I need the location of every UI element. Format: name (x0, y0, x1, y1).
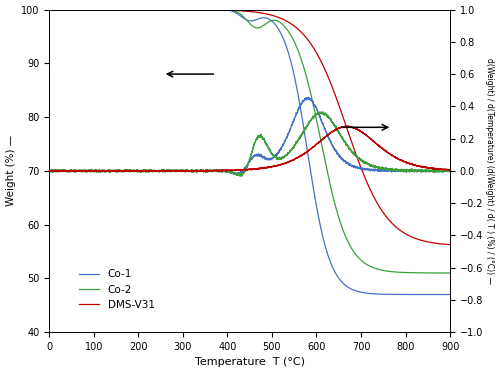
Co-1 (116, 7, 121, 12)
DMS-V31 (439, 242, 445, 246)
Co-2 (116, 7, 121, 12)
Co-2 (46, 7, 52, 12)
Legend: Co-1, Co-2, DMS-V31: Co-1, Co-2, DMS-V31 (74, 265, 159, 314)
Co-2 (92, 7, 98, 12)
Co-1 (46, 7, 52, 12)
DMS-V31 (92, 7, 98, 12)
Co-1 (447, 292, 453, 297)
Co-1 (200, 7, 206, 12)
DMS-V31 (447, 242, 453, 247)
X-axis label: Temperature  T (°C): Temperature T (°C) (194, 357, 304, 367)
DMS-V31 (218, 8, 224, 12)
Co-2 (396, 270, 402, 275)
Co-2 (447, 271, 453, 275)
Co-2 (439, 271, 445, 275)
DMS-V31 (46, 7, 52, 12)
Co-1 (439, 292, 445, 297)
Line: DMS-V31: DMS-V31 (49, 10, 450, 245)
DMS-V31 (396, 227, 402, 232)
Y-axis label: d(Weight) / d(Temperature) (d(Weight) / d( T ) (%) / (°C)) —: d(Weight) / d(Temperature) (d(Weight) / … (486, 58, 494, 284)
Line: Co-1: Co-1 (49, 10, 450, 295)
Line: Co-2: Co-2 (49, 10, 450, 273)
Co-2 (200, 7, 206, 12)
Co-1 (218, 7, 224, 12)
DMS-V31 (116, 7, 121, 12)
Co-2 (218, 7, 224, 12)
Co-1 (92, 7, 98, 12)
Co-1 (396, 292, 402, 297)
Y-axis label: Weight (%) —: Weight (%) — (6, 135, 16, 206)
DMS-V31 (200, 7, 206, 12)
